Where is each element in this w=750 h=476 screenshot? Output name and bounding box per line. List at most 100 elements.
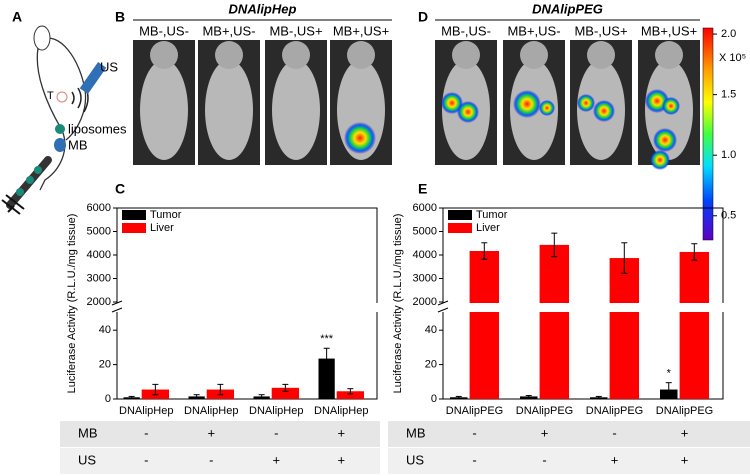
table-cell: + [337, 425, 345, 440]
panel-label: D [418, 9, 428, 25]
panel-label: A [12, 9, 22, 25]
legend-label: Tumor [476, 209, 508, 221]
table-cell: - [144, 452, 148, 467]
mouse-head [587, 41, 615, 69]
bar [469, 251, 499, 399]
y-tick-label: 6000 [413, 202, 437, 214]
imaging-title: DNAlipHep [229, 1, 297, 16]
y-tick-label: 20 [99, 359, 111, 371]
y-tick-label: 3000 [413, 272, 437, 284]
bar-chart: 0 20 40 2000 3000 4000 5000 6000 DNAlipHep DNAlip… [66, 202, 379, 417]
x-tick-label: DNAlipPEG [586, 405, 643, 417]
row-label: US [78, 452, 96, 467]
table-cell: + [272, 452, 280, 467]
x-tick-label: DNAlipHep [184, 405, 238, 417]
signal [653, 128, 677, 152]
bar-chart: 0 20 40 2000 3000 4000 5000 6000 DNAlipPEG DNAlip… [392, 202, 725, 417]
panel-label: B [115, 9, 125, 25]
colorbar-tick-label: 1.0 [721, 149, 736, 161]
bar [336, 391, 364, 399]
y-tick-label: 6000 [87, 202, 111, 214]
panel-label: E [418, 181, 427, 197]
legend-swatch [448, 223, 472, 233]
break-mark [437, 300, 449, 313]
y-tick-label: 40 [99, 324, 111, 336]
y-tick-label: 5000 [87, 225, 111, 237]
annotation: * [667, 368, 672, 380]
image-label: MB-,US+ [269, 23, 322, 38]
colorbar-tick-label: 1.5 [721, 89, 736, 101]
signal [662, 97, 680, 115]
y-tick-label: 2000 [413, 296, 437, 308]
y-tick-label: 2000 [87, 296, 111, 308]
image-label: MB+,US- [507, 23, 560, 38]
table-cell: - [472, 425, 476, 440]
mouse-head [150, 41, 178, 69]
y-tick-label: 20 [425, 359, 437, 371]
image-label: MB-,US- [441, 23, 491, 38]
bar [271, 387, 299, 399]
y-tick-label: 5000 [413, 225, 437, 237]
legend-swatch [448, 210, 472, 220]
bar [539, 244, 569, 399]
imaging-title: DNAlipPEG [532, 1, 603, 16]
table-row [388, 448, 750, 474]
signal [577, 94, 595, 112]
mouse-body [140, 60, 188, 160]
table-row [388, 421, 750, 447]
bar [679, 251, 709, 399]
y-tick-label: 4000 [87, 249, 111, 261]
x-tick-label: DNAlipHep [249, 405, 303, 417]
signal [513, 90, 541, 118]
x-tick-label: DNAlipPEG [516, 405, 573, 417]
schematic-label: T [47, 90, 54, 102]
table-cell: + [611, 452, 619, 467]
table-cell: + [681, 452, 689, 467]
legend-swatch [122, 210, 146, 220]
schematic-label: liposomes [68, 121, 127, 136]
x-tick-label: DNAlipPEG [446, 405, 503, 417]
table-cell: - [542, 452, 546, 467]
image-label: MB+,US+ [333, 23, 389, 38]
signal [650, 150, 670, 170]
signal [457, 101, 479, 123]
row-label: US [406, 452, 424, 467]
schematic-label: US [100, 59, 118, 74]
break-mark [111, 300, 123, 313]
y-tick-label: 0 [431, 393, 437, 405]
y-tick-label: 0 [105, 393, 111, 405]
table-row [60, 421, 380, 447]
colorbar-label: X 10⁵ [719, 52, 746, 64]
signal [344, 122, 376, 154]
bar [318, 358, 335, 399]
schematic-label: MB [68, 137, 88, 152]
signal [593, 100, 615, 122]
table-row [60, 448, 380, 474]
colorbar-tick-label: 0.5 [721, 210, 736, 222]
legend-swatch [122, 223, 146, 233]
table-cell: - [144, 425, 148, 440]
table-cell: + [681, 425, 689, 440]
legend-label: Tumor [150, 209, 182, 221]
signal [441, 92, 463, 114]
legend-label: Liver [150, 222, 174, 234]
axis-break [111, 303, 379, 312]
y-tick-label: 4000 [413, 249, 437, 261]
row-label: MB [406, 425, 426, 440]
mouse-body [205, 60, 253, 160]
legend-label: Liver [476, 222, 500, 234]
image-label: MB-,US+ [574, 23, 627, 38]
mouse-body [272, 60, 320, 160]
y-tick-label: 3000 [87, 272, 111, 284]
table-cell: + [207, 425, 215, 440]
bar [609, 258, 639, 399]
x-tick-label: DNAlipHep [119, 405, 173, 417]
x-tick-label: DNAlipPEG [656, 405, 713, 417]
schematic [1, 25, 107, 215]
annotation: *** [320, 333, 334, 345]
colorbar [702, 27, 714, 241]
table-cell: - [274, 425, 278, 440]
y-tick-label: 40 [425, 324, 437, 336]
x-tick-label: DNAlipHep [314, 405, 368, 417]
